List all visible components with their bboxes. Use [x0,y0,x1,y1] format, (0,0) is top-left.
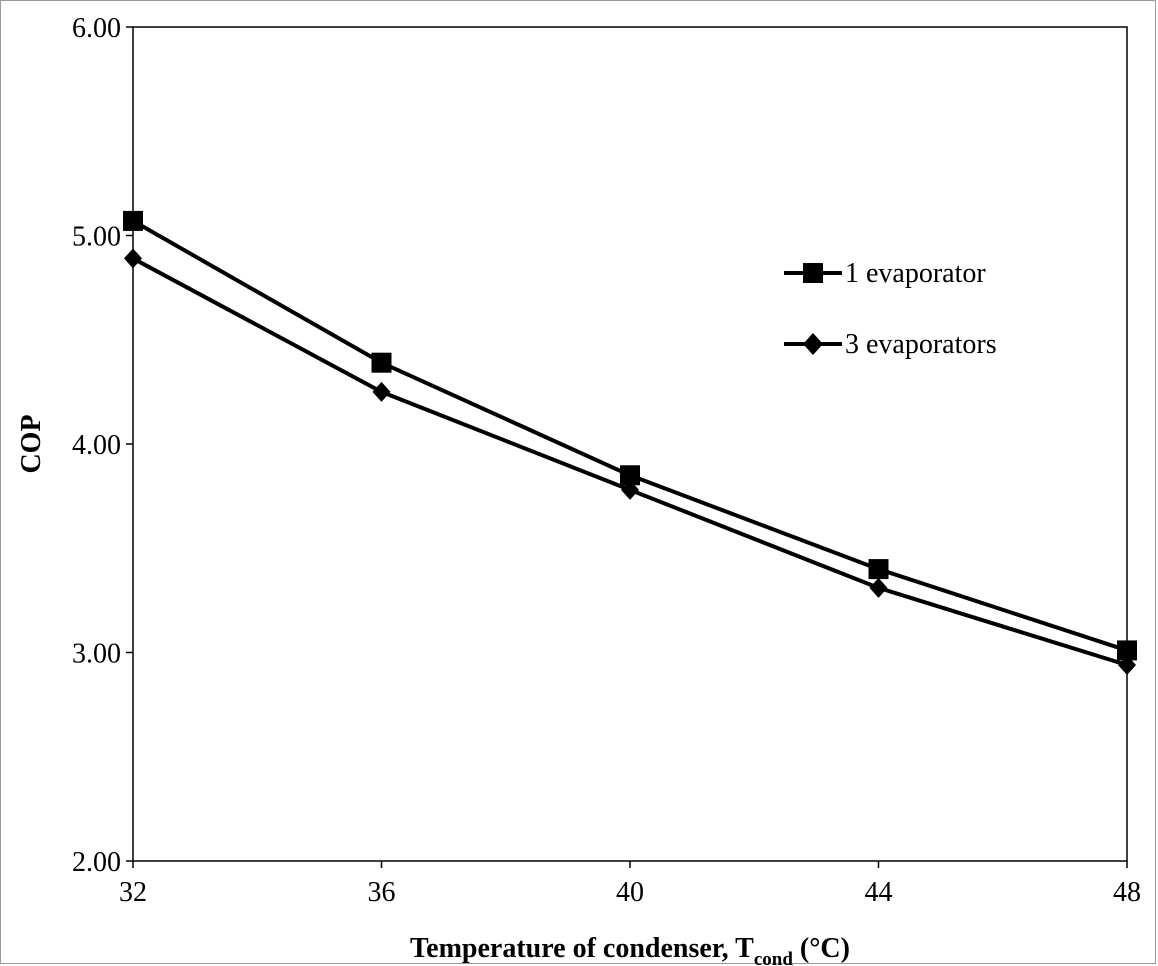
legend-label-2: 3 evaporators [845,329,997,360]
series-2-line [132,256,1128,667]
legend-square-marker [803,263,823,283]
y-tick-label: 6.00 [72,13,121,44]
y-axis-ticks: 2.00 3.00 4.00 5.00 6.00 [72,13,133,878]
legend-label-1: 1 evaporator [845,258,986,289]
series-2-point-36 [372,381,391,402]
series-layer [123,210,1137,676]
series-2-point-48 [1118,655,1136,676]
y-tick-label: 4.00 [72,430,121,461]
series-1-point-40 [620,465,640,486]
series-1-point-36 [371,352,392,373]
x-axis-title-unit: (°C) [793,933,850,964]
x-axis-title-subscript: cond [754,949,794,966]
x-tick-label: 48 [1113,877,1141,908]
x-axis-title-main: Temperature of condenser, T [410,933,754,964]
x-tick-label: 32 [119,877,147,908]
plot-area [132,26,1128,862]
x-tick-label: 40 [616,877,644,908]
x-axis-ticks: 32 36 40 44 48 [119,861,1141,908]
legend-diamond-marker [803,333,823,355]
y-tick-label: 3.00 [72,639,121,670]
series-2-point-40 [621,479,639,500]
x-axis-title: Temperature of condenser, Tcond (°C) [410,933,850,966]
series-1-point-32 [123,210,143,231]
x-tick-label: 44 [865,877,893,908]
y-tick-label: 2.00 [72,847,121,878]
legend: 1 evaporator 3 evaporators [784,258,997,360]
x-tick-label: 36 [368,877,396,908]
legend-entry-2: 3 evaporators [784,329,997,360]
series-2-point-32 [124,248,142,269]
y-tick-label: 5.00 [72,222,121,253]
legend-entry-1: 1 evaporator [784,258,986,289]
series-1-point-44 [868,559,889,580]
y-axis-title: COP [16,414,47,473]
series-2-point-44 [869,577,888,598]
series-1-point-48 [1117,640,1137,661]
